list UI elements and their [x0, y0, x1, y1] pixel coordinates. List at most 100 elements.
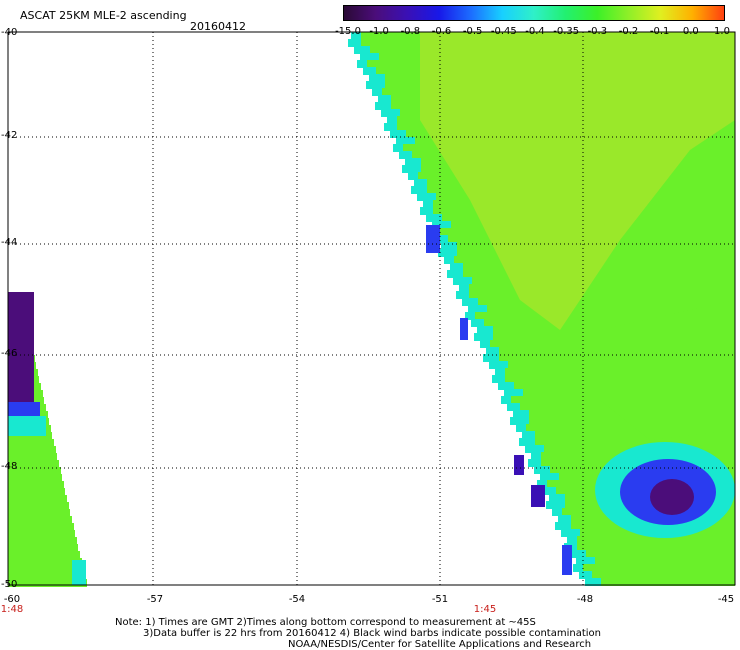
swath-edge [360, 53, 379, 61]
swath-edge [552, 508, 562, 516]
swath-edge [489, 361, 508, 369]
swath-edge [423, 200, 433, 208]
swath-edge [438, 249, 457, 257]
swath-edge [441, 242, 457, 250]
swath-row [564, 543, 735, 551]
pass-time-label: 1:45 [473, 604, 497, 615]
swath-row [8, 509, 70, 517]
swath-edge [363, 67, 376, 75]
swath-edge [468, 305, 487, 313]
swath-edge [495, 368, 505, 376]
swath-edge [477, 326, 493, 334]
swath-row [8, 523, 74, 531]
swath-edge [501, 396, 511, 404]
lon-label: -48 [576, 594, 594, 605]
swath-edge [432, 221, 451, 229]
swath-edge [576, 557, 595, 565]
blue-patch [514, 455, 524, 475]
swath-edge [375, 102, 391, 110]
teal-patch [8, 416, 46, 436]
swath-row [462, 298, 735, 306]
swath-edge [534, 466, 550, 474]
swath-edge [351, 32, 361, 40]
swath-row [579, 571, 735, 579]
colorbar-label: -0.8 [400, 26, 421, 37]
swath-edge [417, 193, 436, 201]
swath-edge [462, 298, 478, 306]
low-core [650, 479, 694, 515]
lat-label: -40 [1, 27, 18, 38]
swath-row [516, 424, 735, 432]
swath-edge [381, 109, 400, 117]
blue-patch [562, 545, 572, 575]
swath-edge [372, 88, 382, 96]
swath-edge [549, 494, 565, 502]
swath-edge [399, 151, 412, 159]
swath-edge [483, 354, 499, 362]
swath-edge [537, 480, 547, 488]
colorbar-label: -0.35 [553, 26, 580, 37]
colorbar-label: -0.1 [649, 26, 670, 37]
swath-edge [516, 424, 526, 432]
swath-row [456, 291, 735, 299]
swath-edge [444, 256, 454, 264]
swath-edge [474, 333, 493, 341]
lon-label: -60 [3, 594, 21, 605]
colorbar-label: -0.4 [525, 26, 545, 37]
swath-row [453, 277, 735, 285]
swath-edge [579, 571, 592, 579]
green-field [600, 300, 735, 440]
swath-row [519, 438, 735, 446]
product-title: ASCAT 25KM MLE-2 ascending [20, 9, 187, 22]
swath-row [8, 446, 56, 454]
swath-edge [408, 172, 418, 180]
swath-edge [435, 235, 448, 243]
purple-patch [8, 292, 34, 402]
swath-edge [354, 46, 370, 54]
swath-row [8, 572, 85, 580]
swath-edge [396, 137, 415, 145]
lat-label: -42 [1, 130, 18, 141]
colorbar-label: 1.0 [714, 26, 730, 37]
swath-edge [573, 564, 583, 572]
bright-field [420, 32, 735, 330]
west-swath [8, 292, 87, 587]
swath-edge [405, 158, 421, 166]
swath-edge [390, 130, 406, 138]
swath-row [8, 565, 83, 573]
swath-edge [465, 312, 475, 320]
east-swath [348, 32, 735, 586]
swath-edge [402, 165, 421, 173]
swath-row [8, 558, 82, 566]
colorbar-label: 0.0 [682, 26, 699, 37]
swath-edge [555, 522, 571, 530]
swath-row [8, 495, 67, 503]
swath-row [8, 530, 75, 538]
swath-edge [528, 459, 541, 467]
swath-edge [480, 340, 490, 348]
swath-edge [471, 319, 484, 327]
swath-edge [414, 179, 427, 187]
swath-edge [348, 39, 361, 47]
swath-edge [453, 277, 472, 285]
swath-edge [456, 291, 469, 299]
blue-patch [8, 402, 40, 416]
colorbar-label: -0.6 [431, 26, 452, 37]
lon-label: -57 [146, 594, 164, 605]
swath-row [8, 579, 87, 587]
footer-credit: NOAA/NESDIS/Center for Satellite Applica… [288, 639, 592, 650]
colorbar-label: -1.0 [369, 26, 389, 37]
swath-edge [498, 382, 514, 390]
swath-edge [558, 515, 571, 523]
colorbar-label: -0.5 [462, 26, 483, 37]
swath-edge [357, 60, 367, 68]
swath-edge [507, 403, 520, 411]
blue-patch [531, 485, 545, 507]
footer-note-1: Note: 1) Times are GMT 2)Times along bot… [115, 617, 536, 628]
swath-edge [366, 81, 385, 89]
swath-row [8, 481, 64, 489]
swath-edge [567, 536, 577, 544]
swath-row [8, 544, 78, 552]
product-date: 20160412 [190, 20, 246, 33]
swath-row [570, 550, 735, 558]
